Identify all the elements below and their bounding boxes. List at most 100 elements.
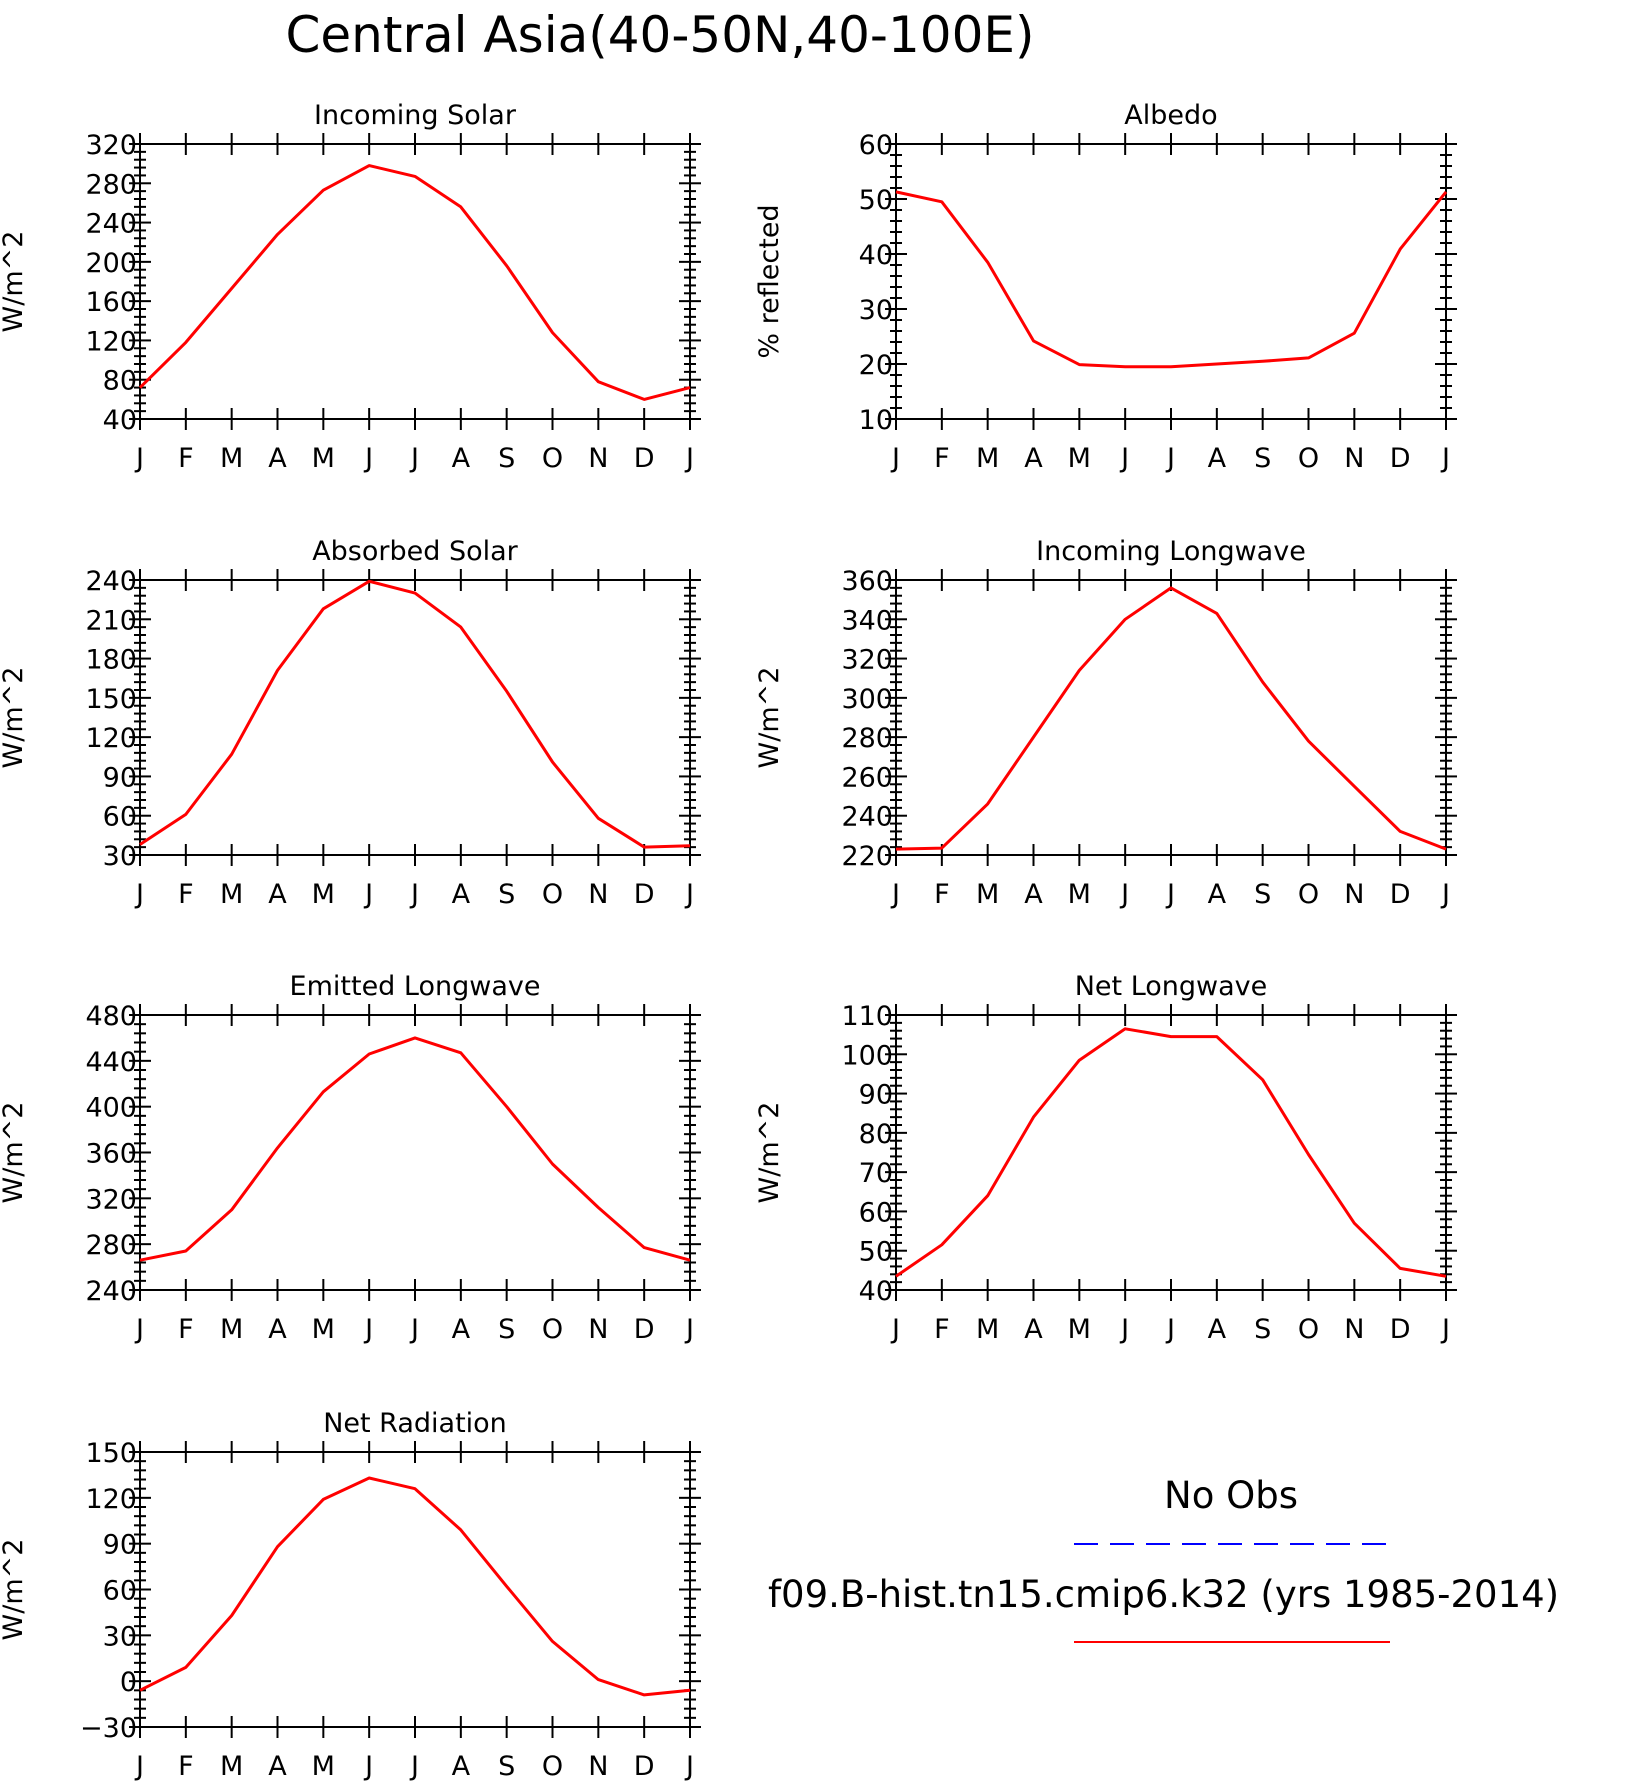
y-axis-label: W/m^2: [0, 231, 29, 333]
panel-title: Incoming Solar: [314, 100, 517, 131]
y-tick-label: 50: [859, 185, 893, 216]
series-line: [895, 1027, 1447, 1278]
x-tick-label: D: [1390, 443, 1411, 474]
x-tick-label: O: [542, 1751, 563, 1782]
x-tick-label: A: [452, 879, 471, 910]
y-tick-label: 280: [85, 1230, 137, 1261]
x-tick-label: A: [268, 879, 287, 910]
x-tick-label: O: [1298, 443, 1319, 474]
y-tick-label: 150: [85, 1438, 137, 1469]
x-tick-label: F: [178, 879, 194, 910]
series-line: [139, 1476, 691, 1697]
x-tick-label: J: [890, 443, 900, 474]
y-tick-label: 360: [85, 1139, 137, 1170]
y-tick-label: 90: [103, 1530, 137, 1561]
y-tick-label: 90: [859, 1080, 893, 1111]
x-tick-label: D: [1390, 879, 1411, 910]
x-tick-label: J: [363, 1314, 373, 1345]
x-tick-label: A: [1024, 879, 1043, 910]
y-tick-label: 240: [85, 209, 137, 240]
y-tick-label: 80: [859, 1119, 893, 1150]
x-tick-label: M: [312, 443, 335, 474]
x-tick-label: M: [220, 1751, 243, 1782]
x-tick-label: J: [409, 443, 419, 474]
y-tick-label: 110: [841, 1001, 893, 1032]
x-tick-label: M: [312, 1314, 335, 1345]
x-tick-label: M: [220, 1314, 243, 1345]
x-tick-label: S: [1254, 443, 1271, 474]
x-tick-label: M: [220, 443, 243, 474]
y-tick-label: 100: [841, 1040, 893, 1071]
y-tick-label: 220: [841, 841, 893, 872]
y-tick-label: 120: [85, 326, 137, 357]
series-line: [138, 164, 691, 401]
x-tick-label: S: [498, 1751, 515, 1782]
y-tick-label: 40: [859, 240, 893, 271]
panel-emitted-longwave: J F M A M J J A S O N D J240280320360400440480W/m^2E…: [0, 971, 701, 1345]
y-tick-label: 120: [85, 723, 137, 754]
x-tick-label: J: [1440, 1314, 1450, 1345]
x-tick-label: S: [1254, 1314, 1271, 1345]
y-axis-label: W/m^2: [754, 1102, 785, 1204]
panel-net-longwave: J F M A M J J A S O N D J405060708090100110W/m^2Net …: [754, 971, 1457, 1345]
x-tick-label: J: [684, 1314, 694, 1345]
y-tick-label: 440: [85, 1047, 137, 1078]
x-tick-label: D: [634, 879, 655, 910]
plot-frame: [139, 579, 691, 856]
x-tick-label: M: [312, 879, 335, 910]
x-tick-label: J: [1165, 443, 1175, 474]
plot-frame: [139, 143, 691, 420]
legend-model-label: f09.B-hist.tn15.cmip6.k32 (yrs 1985-2014…: [768, 1573, 1559, 1616]
y-tick-label: 30: [103, 1621, 137, 1652]
y-tick-label: 70: [859, 1158, 893, 1189]
x-tick-label: M: [976, 1314, 999, 1345]
x-tick-label: A: [268, 1751, 287, 1782]
x-tick-label: N: [1344, 879, 1364, 910]
y-tick-label: 120: [85, 1484, 137, 1515]
y-tick-label: 480: [85, 1001, 137, 1032]
y-tick-label: 30: [103, 841, 137, 872]
y-tick-label: 300: [841, 684, 893, 715]
x-tick-label: M: [312, 1751, 335, 1782]
y-tick-label: 320: [841, 645, 893, 676]
y-tick-label: 240: [85, 1276, 137, 1307]
x-tick-label: A: [1208, 443, 1227, 474]
x-tick-label: A: [268, 443, 287, 474]
series-line: [139, 1036, 691, 1262]
y-tick-label: 90: [103, 762, 137, 793]
x-tick-label: J: [134, 443, 144, 474]
y-tick-label: 80: [103, 366, 137, 397]
y-tick-label: 60: [859, 1197, 893, 1228]
y-axis-label: W/m^2: [0, 667, 29, 769]
panel-title: Net Radiation: [323, 1408, 507, 1439]
series-line: [895, 190, 1448, 369]
x-tick-label: S: [498, 879, 515, 910]
x-tick-label: F: [178, 1751, 194, 1782]
x-tick-label: N: [1344, 443, 1364, 474]
y-tick-label: 340: [841, 605, 893, 636]
x-tick-label: D: [634, 1314, 655, 1345]
x-tick-label: J: [890, 879, 900, 910]
x-tick-label: A: [452, 1751, 471, 1782]
y-tick-label: 150: [85, 684, 137, 715]
x-tick-label: N: [1344, 1314, 1364, 1345]
x-tick-label: J: [363, 1751, 373, 1782]
x-tick-label: A: [452, 1314, 471, 1345]
y-tick-label: 260: [841, 762, 893, 793]
panel-incoming-longwave: J F M A M J J A S O N D J220240260280300320340360W/m…: [754, 536, 1457, 910]
y-tick-label: 360: [841, 566, 893, 597]
x-tick-label: M: [220, 879, 243, 910]
x-tick-label: A: [268, 1314, 287, 1345]
x-tick-label: J: [409, 1751, 419, 1782]
legend-obs-label: No Obs: [1164, 1474, 1298, 1517]
x-tick-label: O: [542, 879, 563, 910]
y-tick-label: 160: [85, 287, 137, 318]
x-tick-label: A: [1024, 443, 1043, 474]
y-tick-label: 60: [103, 1576, 137, 1607]
y-axis-label: W/m^2: [0, 1539, 29, 1641]
y-axis-label: % reflected: [754, 204, 785, 358]
y-tick-label: 60: [859, 130, 893, 161]
x-tick-label: F: [178, 443, 194, 474]
